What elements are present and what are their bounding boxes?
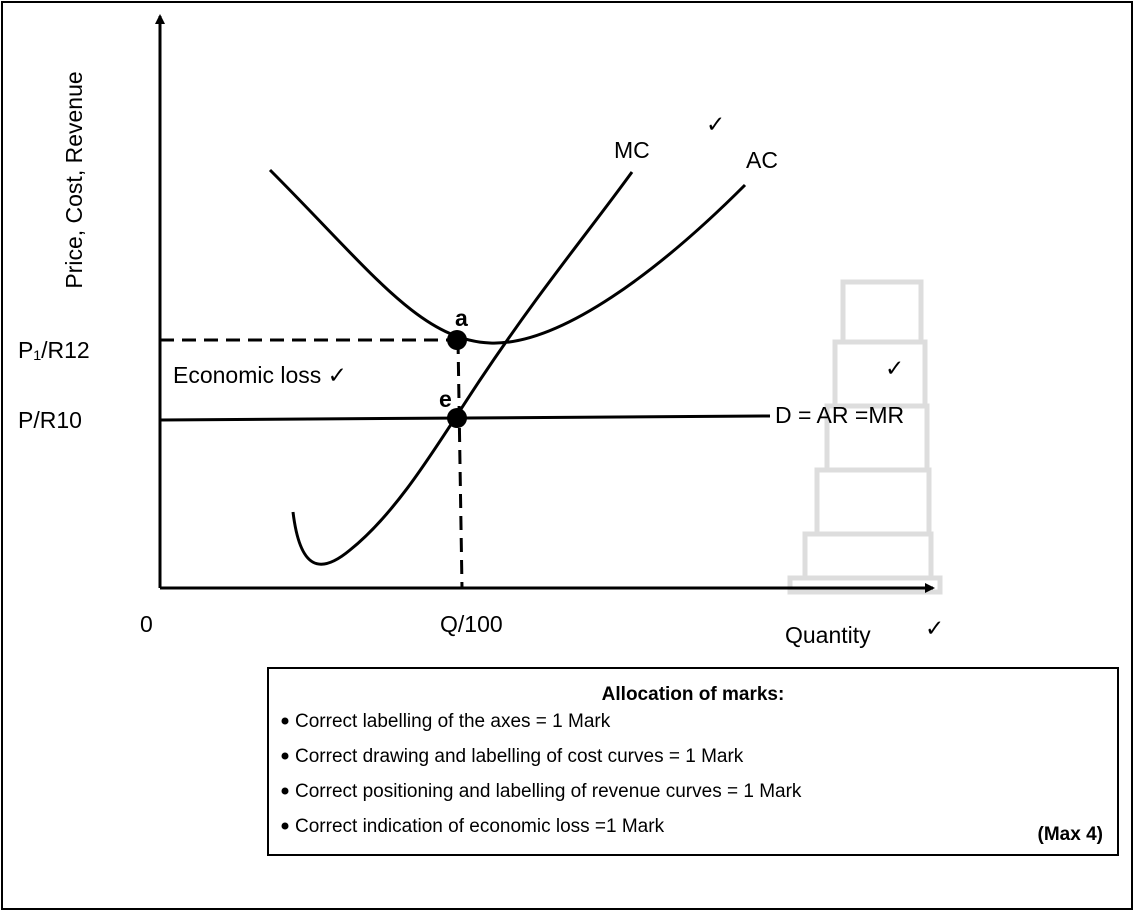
y-label: P/R10 <box>18 407 82 433</box>
point-label: e <box>439 386 452 412</box>
box-item: Correct positioning and labelling of rev… <box>295 781 802 802</box>
point <box>447 408 467 428</box>
point-label: a <box>455 305 468 331</box>
curve-label: AC <box>746 147 778 173</box>
x-label: Q/100 <box>440 611 503 637</box>
bullet <box>281 822 289 830</box>
x-axis-label: Quantity <box>785 622 871 648</box>
origin-label: 0 <box>140 611 153 637</box>
tick-mark: ✓ <box>885 355 904 381</box>
point <box>447 330 467 350</box>
bullet <box>281 717 289 725</box>
mc-curve <box>291 171 634 566</box>
box-item: Correct drawing and labelling of cost cu… <box>295 746 744 767</box>
bullet <box>281 752 289 760</box>
box-title: Allocation of marks: <box>602 684 785 705</box>
curve-label: MC <box>614 137 650 163</box>
curve-label: D = AR =MR <box>775 402 904 428</box>
box-item: Correct labelling of the axes = 1 Mark <box>295 711 611 732</box>
watermark <box>787 279 943 595</box>
box-item: Correct indication of economic loss =1 M… <box>295 816 665 837</box>
box-max: (Max 4) <box>1038 824 1103 845</box>
tick-mark: ✓ <box>706 111 725 137</box>
dashed-line <box>456 339 464 589</box>
y-label: P₁/R12 <box>18 337 90 363</box>
marks-box: Allocation of marks: (Max 4) Correct lab… <box>267 667 1119 856</box>
box-border <box>267 667 1119 856</box>
bullet <box>281 787 289 795</box>
y-axis-label: Price, Cost, Revenue <box>61 71 87 288</box>
tick-mark: ✓ <box>925 615 944 641</box>
loss-label: Economic loss ✓ <box>173 362 347 388</box>
ac-curve <box>268 168 747 345</box>
